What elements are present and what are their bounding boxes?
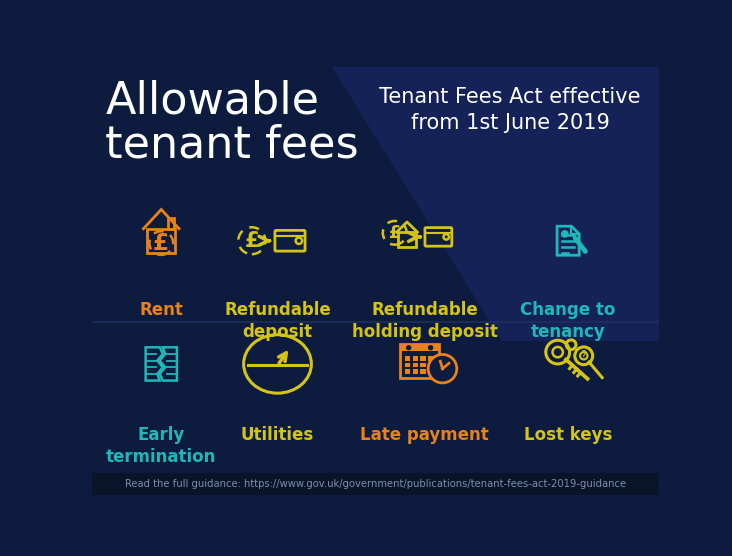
Text: £: £ bbox=[153, 231, 169, 255]
Text: Lost keys: Lost keys bbox=[524, 425, 612, 444]
Bar bbox=[400, 344, 439, 378]
Bar bbox=[413, 363, 418, 367]
Bar bbox=[405, 363, 410, 367]
Circle shape bbox=[441, 367, 444, 370]
Bar bbox=[428, 356, 434, 361]
Text: ?: ? bbox=[580, 349, 587, 363]
Text: Tenant Fees Act effective
from 1st June 2019: Tenant Fees Act effective from 1st June … bbox=[379, 87, 640, 133]
Bar bbox=[147, 229, 175, 253]
Polygon shape bbox=[332, 67, 659, 341]
Circle shape bbox=[428, 345, 433, 350]
Text: Refundable
deposit: Refundable deposit bbox=[224, 301, 331, 341]
Circle shape bbox=[406, 345, 411, 350]
Text: Refundable
holding deposit: Refundable holding deposit bbox=[352, 301, 498, 341]
Bar bbox=[413, 356, 418, 361]
Circle shape bbox=[428, 355, 457, 383]
Bar bbox=[400, 344, 439, 351]
Text: Early
termination: Early termination bbox=[106, 425, 217, 466]
Bar bbox=[428, 363, 434, 367]
FancyBboxPatch shape bbox=[275, 230, 305, 251]
Text: £: £ bbox=[389, 224, 400, 242]
Text: Change to
tenancy: Change to tenancy bbox=[520, 301, 616, 341]
Bar bbox=[420, 363, 426, 367]
Bar bbox=[405, 356, 410, 361]
Bar bbox=[420, 356, 426, 361]
Bar bbox=[428, 369, 434, 374]
Text: £: £ bbox=[244, 231, 259, 251]
Text: Rent: Rent bbox=[139, 301, 183, 319]
Text: Utilities: Utilities bbox=[241, 425, 314, 444]
Bar bbox=[92, 473, 659, 495]
Text: Late payment: Late payment bbox=[360, 425, 489, 444]
Bar bbox=[413, 369, 418, 374]
Bar bbox=[168, 217, 173, 229]
Text: Read the full guidance: https://www.gov.uk/government/publications/tenant-fees-a: Read the full guidance: https://www.gov.… bbox=[124, 479, 626, 489]
Circle shape bbox=[561, 230, 569, 238]
Text: Allowable
tenant fees: Allowable tenant fees bbox=[105, 79, 359, 167]
FancyBboxPatch shape bbox=[425, 227, 452, 246]
Bar bbox=[398, 232, 416, 247]
Bar bbox=[420, 369, 426, 374]
Bar bbox=[405, 369, 410, 374]
